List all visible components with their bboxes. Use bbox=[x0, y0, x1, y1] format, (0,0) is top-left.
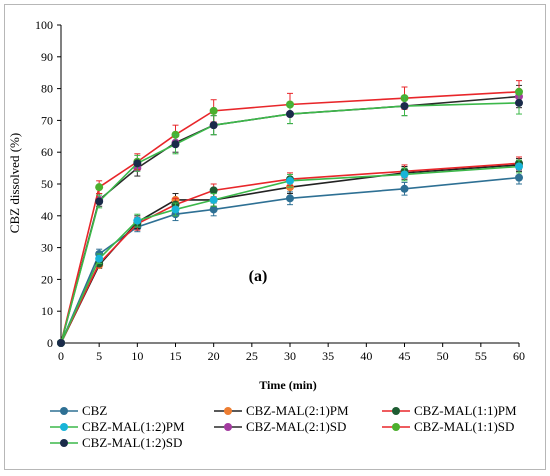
y-tick-label: 40 bbox=[41, 209, 53, 223]
x-tick-label: 10 bbox=[131, 349, 143, 363]
legend-entry: CBZ-MAL(1:2)SD bbox=[50, 435, 182, 450]
data-point bbox=[95, 183, 104, 192]
x-tick-label: 35 bbox=[322, 349, 334, 363]
legend-marker bbox=[60, 423, 68, 431]
data-point bbox=[171, 205, 180, 214]
legend-entry: CBZ-MAL(2:1)SD bbox=[214, 419, 346, 434]
x-tick-label: 45 bbox=[399, 349, 411, 363]
series-line bbox=[60, 95, 520, 344]
legend-label: CBZ-MAL(2:1)SD bbox=[246, 419, 346, 434]
legend-entry: CBZ-MAL(2:1)PM bbox=[214, 403, 349, 418]
y-tick-label: 50 bbox=[41, 177, 53, 191]
data-point bbox=[400, 170, 409, 179]
legend: CBZ CBZ-MAL(2:1)PM CBZ-MAL(1:1)PMCBZ-MAL(1… bbox=[50, 403, 517, 450]
data-point bbox=[400, 184, 409, 193]
data-point bbox=[286, 194, 294, 203]
x-tick-label: 25 bbox=[246, 349, 258, 363]
data-point bbox=[171, 140, 180, 149]
series-CBZ-MAL(2:1)SD bbox=[57, 84, 523, 347]
data-point bbox=[209, 205, 218, 214]
legend-entry: CBZ-MAL(1:2)PM bbox=[50, 419, 185, 434]
legend-marker bbox=[392, 407, 400, 415]
panel-annotation: (a) bbox=[249, 268, 268, 285]
data-point bbox=[209, 195, 218, 204]
data-point bbox=[95, 197, 104, 206]
data-point bbox=[515, 162, 523, 171]
series-line bbox=[60, 176, 520, 344]
legend-label: CBZ-MAL(1:2)PM bbox=[82, 419, 185, 434]
data-point bbox=[209, 106, 218, 115]
y-tick-label: 70 bbox=[41, 113, 53, 127]
legend-label: CBZ-MAL(1:1)PM bbox=[414, 403, 517, 418]
series-line bbox=[60, 165, 520, 344]
legend-entry: CBZ-MAL(1:1)PM bbox=[382, 403, 517, 418]
series-CBZ-MAL(1:2)SD bbox=[57, 91, 523, 347]
x-tick-label: 50 bbox=[437, 349, 449, 363]
series-layer bbox=[57, 80, 523, 347]
y-tick-label: 90 bbox=[41, 50, 53, 64]
y-tick-label: 100 bbox=[35, 18, 53, 32]
data-point bbox=[515, 98, 523, 107]
x-tick-label: 20 bbox=[208, 349, 220, 363]
y-tick-label: 60 bbox=[41, 145, 53, 159]
series-line bbox=[60, 102, 520, 344]
x-tick-label: 30 bbox=[284, 349, 296, 363]
x-tick-label: 15 bbox=[170, 349, 182, 363]
data-point bbox=[133, 159, 142, 168]
data-point bbox=[57, 339, 65, 347]
series-CBZ-MAL(1:2)PM bbox=[57, 159, 523, 347]
legend-label: CBZ-MAL(1:1)SD bbox=[414, 419, 514, 434]
data-point bbox=[133, 216, 142, 225]
legend-marker bbox=[224, 423, 232, 431]
data-point bbox=[286, 110, 294, 119]
legend-label: CBZ bbox=[82, 403, 107, 418]
x-tick-label: 0 bbox=[58, 349, 64, 363]
x-tick-label: 60 bbox=[513, 349, 525, 363]
x-tick-label: 40 bbox=[360, 349, 372, 363]
x-tick-label: 55 bbox=[475, 349, 487, 363]
y-tick-label: 30 bbox=[41, 241, 53, 255]
legend-marker bbox=[392, 423, 400, 431]
legend-marker bbox=[224, 407, 232, 415]
chart-frame bbox=[4, 4, 546, 470]
series-CBZ bbox=[57, 170, 523, 347]
legend-label: CBZ-MAL(2:1)PM bbox=[246, 403, 349, 418]
y-tick-label: 10 bbox=[41, 304, 53, 318]
y-axis-title: CBZ dissolved (%) bbox=[7, 133, 22, 233]
legend-entry: CBZ-MAL(1:1)SD bbox=[382, 419, 514, 434]
legend-marker bbox=[60, 407, 68, 415]
data-point bbox=[286, 176, 294, 185]
series-line bbox=[60, 90, 520, 344]
x-tick-label: 5 bbox=[96, 349, 102, 363]
legend-marker bbox=[60, 439, 68, 447]
x-axis-title: Time (min) bbox=[259, 378, 316, 392]
y-tick-label: 80 bbox=[41, 82, 53, 96]
legend-label: CBZ-MAL(1:2)SD bbox=[82, 435, 182, 450]
data-point bbox=[515, 173, 523, 182]
legend-entry: CBZ bbox=[50, 403, 107, 418]
data-point bbox=[400, 102, 409, 111]
data-point bbox=[209, 186, 218, 195]
y-tick-label: 0 bbox=[47, 336, 53, 350]
axes: 0 5 10 15 20 25 30 35 40 45 50 55 60 0 10 20 30 40 50 60 70 8… bbox=[35, 18, 525, 363]
series-line bbox=[60, 162, 520, 344]
data-point bbox=[209, 121, 218, 130]
y-tick-label: 20 bbox=[41, 272, 53, 286]
data-point bbox=[95, 254, 104, 263]
